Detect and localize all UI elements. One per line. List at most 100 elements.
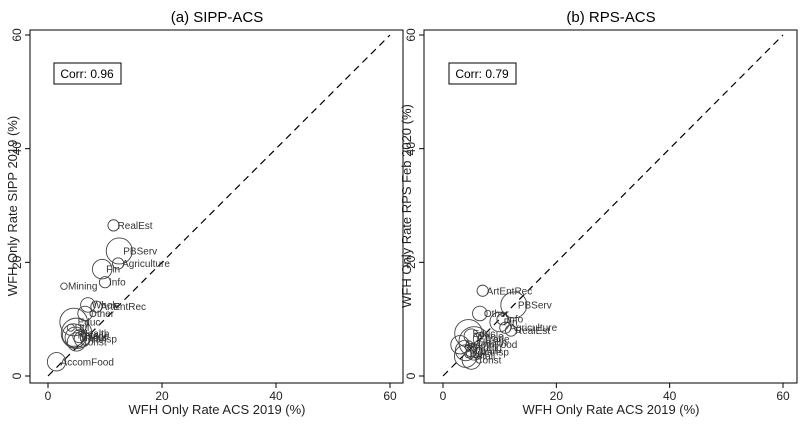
bubble-info bbox=[98, 276, 112, 289]
point-label-agriculture: Agriculture bbox=[122, 259, 170, 270]
point-label-transp: Transp bbox=[478, 348, 509, 359]
panel-b-frame bbox=[423, 29, 798, 384]
panel-a-title: (a) SIPP-ACS bbox=[171, 9, 264, 26]
point-label-pbserv: PBServ bbox=[123, 246, 157, 257]
point-label-agriculture: Agriculture bbox=[509, 323, 557, 334]
panel-b-x-axis-label: WFH Only Rate ACS 2019 (%) bbox=[523, 402, 700, 417]
bubble-pbserv bbox=[105, 237, 133, 265]
bubble-artentrec bbox=[90, 300, 103, 313]
point-label-pbserv: PBServ bbox=[518, 300, 552, 311]
point-label-mining: Mining bbox=[473, 343, 502, 354]
panel-b-ticks: 0 20 40 60 0 20 40 60 bbox=[404, 28, 790, 403]
point-label-retail: Retail bbox=[78, 331, 104, 342]
panel-b-y-axis-label: WFH Only Rate RPS Feb 2020 (%) bbox=[399, 104, 414, 308]
panel-b-corr-label: Corr: 0.79 bbox=[455, 67, 509, 81]
point-label-trade: Trade bbox=[484, 335, 510, 346]
point-label-accomfood: AccomFood bbox=[61, 357, 114, 368]
point-label-other: Other bbox=[89, 309, 115, 320]
y-tick-label: 20 bbox=[404, 255, 418, 269]
bubble-fin bbox=[91, 258, 113, 280]
point-label-other: Other bbox=[484, 309, 510, 320]
bubble-info bbox=[496, 313, 509, 326]
bubble-transp bbox=[465, 343, 483, 361]
bubble-pbserv bbox=[500, 291, 528, 319]
bubble-mining bbox=[464, 343, 473, 352]
y-tick-label: 40 bbox=[404, 142, 418, 156]
x-tick-label: 20 bbox=[155, 389, 169, 403]
y-tick-label: 40 bbox=[10, 142, 24, 156]
point-label-info: Info bbox=[507, 315, 524, 326]
point-label-realest: RealEst bbox=[515, 326, 550, 337]
y-tick-label: 0 bbox=[404, 372, 418, 379]
y-tick-label: 60 bbox=[10, 28, 24, 42]
point-label-whole: Whole bbox=[92, 300, 121, 311]
bubble-transp bbox=[73, 330, 91, 348]
bubble-realest bbox=[107, 219, 120, 232]
point-label-const: Const bbox=[81, 337, 107, 348]
bubble-const bbox=[461, 350, 481, 370]
point-label-accomfood: AccomFood bbox=[464, 340, 517, 351]
point-label-health: Health bbox=[478, 337, 507, 348]
point-label-trade: Trade bbox=[83, 332, 109, 343]
bubble-health bbox=[458, 326, 490, 358]
bubble-agriculture bbox=[499, 321, 512, 334]
bubble-artentrec bbox=[476, 284, 489, 297]
bubble-accomfood bbox=[46, 352, 67, 372]
x-tick-label: 60 bbox=[776, 389, 790, 403]
x-tick-label: 40 bbox=[269, 389, 283, 403]
panel-a-bubbles bbox=[46, 219, 133, 372]
x-tick-label: 60 bbox=[383, 389, 397, 403]
point-label-fin: Fin bbox=[504, 318, 518, 329]
bubble-retail bbox=[61, 323, 86, 347]
bubble-health bbox=[60, 317, 93, 350]
panel-a-frame bbox=[29, 29, 404, 384]
point-label-mining: Mining bbox=[68, 282, 97, 293]
panel-b-45-degree-line bbox=[442, 34, 784, 377]
bubble-fin bbox=[489, 311, 510, 333]
panel-rps-acs: (b) RPS-ACS WFH Only Rate ACS 2019 (%) W… bbox=[399, 9, 798, 417]
bubble-agriculture bbox=[112, 257, 125, 270]
bubble-const bbox=[66, 332, 87, 352]
panel-a-corr-label: Corr: 0.96 bbox=[60, 67, 114, 81]
panel-b-bubbles bbox=[450, 284, 528, 370]
panel-sipp-acs: (a) SIPP-ACS WFH Only Rate ACS 2019 (%) … bbox=[5, 9, 404, 417]
x-tick-label: 20 bbox=[550, 389, 564, 403]
panel-a-corr-box bbox=[53, 62, 122, 85]
point-label-educ: Educ bbox=[78, 318, 101, 329]
panel-b-point-labels: ArtEntRecPBServOtherInfoFinAgricultureRe… bbox=[464, 286, 558, 366]
point-label-artentrec: ArtEntRec bbox=[487, 286, 533, 297]
point-label-retail: Retail bbox=[470, 352, 496, 363]
point-label-util: Util bbox=[75, 323, 89, 334]
y-tick-label: 20 bbox=[10, 255, 24, 269]
point-label-educ: Educ bbox=[473, 329, 496, 340]
point-label-fin: Fin bbox=[106, 265, 120, 276]
x-tick-label: 0 bbox=[440, 389, 447, 403]
bubble-whole bbox=[463, 328, 480, 344]
panel-a-ticks: 0 20 40 60 0 20 40 60 bbox=[10, 28, 397, 403]
point-label-info: Info bbox=[109, 278, 126, 289]
point-label-artentrec: ArtEntRec bbox=[100, 302, 146, 313]
y-tick-label: 60 bbox=[404, 28, 418, 42]
bubble-realest bbox=[504, 324, 518, 337]
panel-a-45-degree-line bbox=[47, 34, 391, 377]
bubble-util bbox=[66, 323, 75, 332]
panel-a-x-axis-label: WFH Only Rate ACS 2019 (%) bbox=[129, 402, 306, 417]
point-label-transp: Transp bbox=[86, 335, 117, 346]
point-label-whole: Whole bbox=[475, 332, 504, 343]
x-tick-label: 40 bbox=[663, 389, 677, 403]
bubble-trade bbox=[72, 329, 87, 344]
panel-b-title: (b) RPS-ACS bbox=[566, 9, 655, 26]
panel-a-y-axis-label: WFH Only Rate SIPP 2019 (%) bbox=[5, 116, 20, 296]
point-label-manuf: Manuf bbox=[79, 333, 107, 344]
point-label-health: Health bbox=[81, 329, 110, 340]
bubble-other bbox=[77, 305, 93, 322]
bubble-other bbox=[472, 305, 488, 322]
x-tick-label: 0 bbox=[45, 389, 52, 403]
panel-b-corr-box bbox=[448, 62, 517, 85]
point-label-realest: RealEst bbox=[118, 221, 153, 232]
bubble-trade bbox=[472, 332, 487, 347]
bubble-educ bbox=[59, 307, 88, 337]
point-label-util: Util bbox=[473, 350, 487, 361]
